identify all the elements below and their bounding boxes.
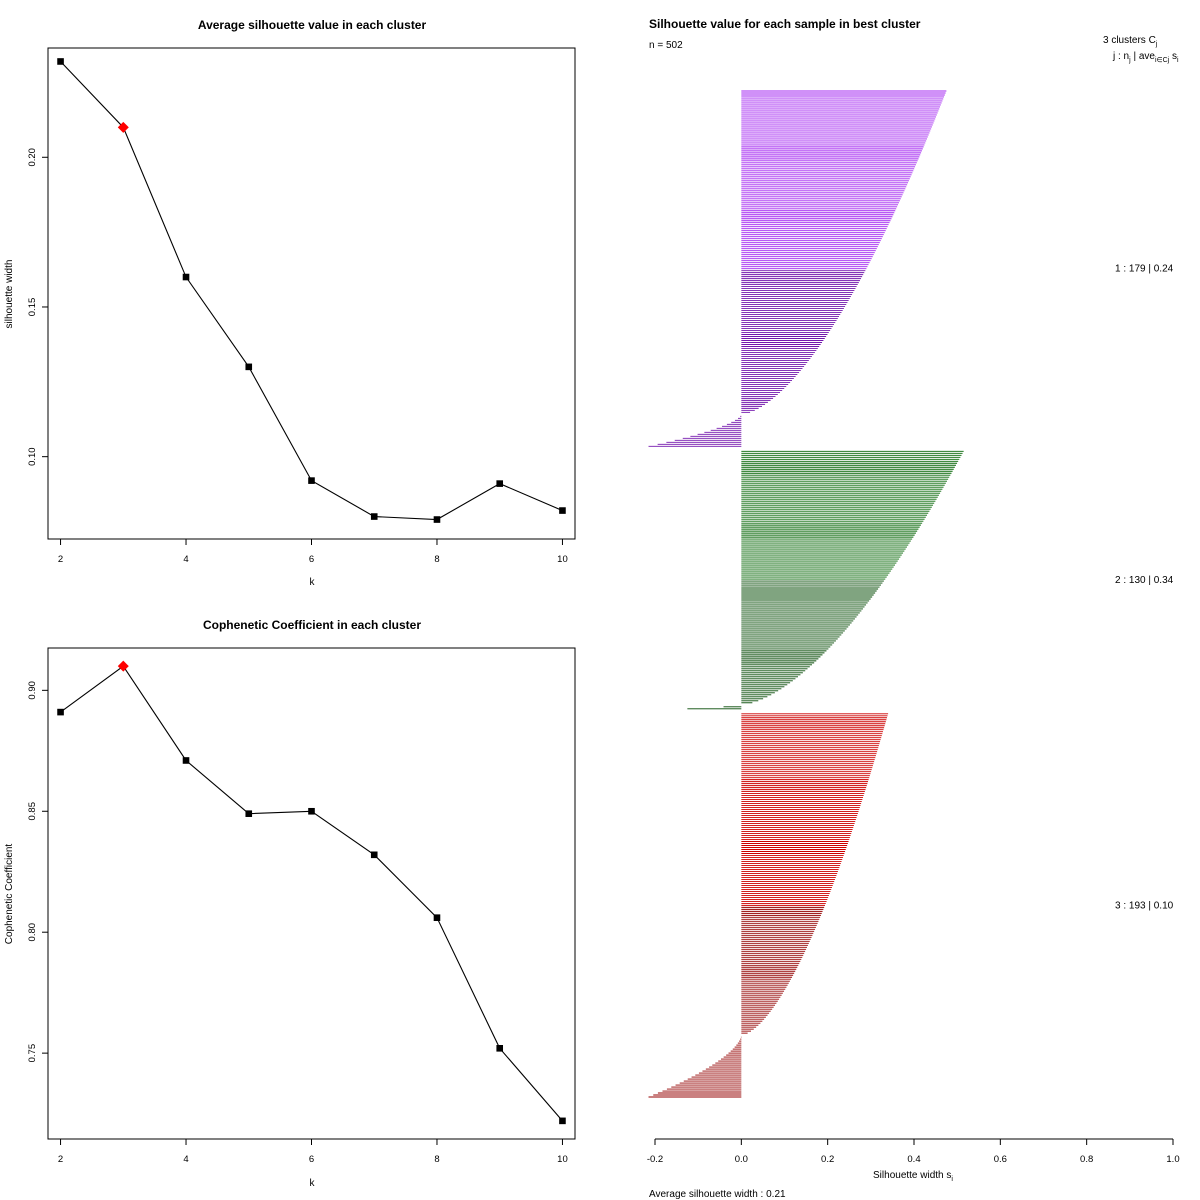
x-tick-label: 6 bbox=[309, 1154, 314, 1165]
y-axis-label: Cophenetic Coefficient bbox=[4, 844, 15, 945]
cluster-3-bars bbox=[648, 713, 889, 1098]
y-tick-label: 0.90 bbox=[27, 681, 38, 700]
best-k-point bbox=[117, 660, 129, 672]
data-point bbox=[182, 757, 190, 764]
data-point bbox=[433, 914, 441, 921]
x-tick-label: 0.6 bbox=[994, 1154, 1007, 1165]
data-point bbox=[57, 708, 64, 716]
cluster-header-columns: j : nj | avei∈Cj si bbox=[1112, 51, 1179, 64]
data-point bbox=[308, 807, 315, 815]
y-tick-label: 0.80 bbox=[27, 923, 38, 942]
x-axis-label: k bbox=[310, 1178, 316, 1189]
x-tick-label: 8 bbox=[434, 1154, 439, 1165]
x-tick-label: 8 bbox=[434, 554, 439, 565]
x-tick-label: 4 bbox=[183, 554, 188, 565]
y-tick-label: 0.10 bbox=[27, 447, 38, 466]
y-axis-label: silhouette width bbox=[4, 260, 15, 329]
data-point bbox=[370, 513, 378, 520]
plot-frame bbox=[47, 47, 576, 540]
data-point bbox=[245, 810, 253, 817]
x-tick-label: 10 bbox=[557, 554, 568, 565]
y-tick-label: 0.15 bbox=[27, 298, 38, 317]
x-tick-label: 2 bbox=[58, 554, 63, 565]
x-tick-label: 4 bbox=[183, 1154, 188, 1165]
chart-title: Average silhouette value in each cluster bbox=[198, 18, 427, 32]
best-k-point bbox=[117, 121, 129, 133]
cluster-2-label: 2 : 130 | 0.34 bbox=[1115, 575, 1174, 586]
x-tick-label: 0.4 bbox=[907, 1154, 920, 1165]
x-axis-label: Silhouette width si bbox=[873, 1170, 953, 1183]
y-tick-label: 0.20 bbox=[27, 148, 38, 167]
cluster-3-label: 3 : 193 | 0.10 bbox=[1115, 900, 1174, 911]
series-line bbox=[60, 61, 563, 521]
sample-count: n = 502 bbox=[649, 40, 683, 51]
average-silhouette-width: Average silhouette width : 0.21 bbox=[649, 1189, 786, 1200]
data-point bbox=[245, 363, 253, 371]
x-tick-label: 0.2 bbox=[821, 1154, 834, 1165]
data-point bbox=[496, 1044, 504, 1052]
cophenetic-line-chart: Cophenetic Coefficient in each cluster 2… bbox=[4, 618, 576, 1189]
x-tick-label: 6 bbox=[309, 554, 314, 565]
data-point bbox=[308, 477, 315, 484]
x-axis-label: k bbox=[310, 577, 316, 588]
cluster-2-bars bbox=[687, 450, 964, 710]
chart-title: Silhouette value for each sample in best… bbox=[649, 17, 921, 31]
y-tick-label: 0.75 bbox=[27, 1044, 38, 1063]
cluster-header: 3 clusters Cj bbox=[1103, 35, 1158, 48]
cluster-1-label: 1 : 179 | 0.24 bbox=[1115, 264, 1174, 275]
data-point bbox=[57, 58, 64, 65]
chart-title: Cophenetic Coefficient in each cluster bbox=[203, 618, 421, 632]
x-tick-label: 10 bbox=[557, 1154, 568, 1165]
x-tick-label: -0.2 bbox=[647, 1154, 663, 1165]
data-point bbox=[433, 516, 441, 523]
silhouette-line-chart: Average silhouette value in each cluster… bbox=[4, 18, 576, 588]
silhouette-bar-plot: Silhouette value for each sample in best… bbox=[647, 17, 1180, 1200]
cluster-1-bars bbox=[648, 90, 947, 447]
data-point bbox=[370, 851, 378, 859]
plot-frame bbox=[47, 647, 576, 1140]
x-tick-label: 2 bbox=[58, 1154, 63, 1165]
data-point bbox=[559, 1117, 566, 1125]
data-point bbox=[182, 273, 190, 281]
x-tick-label: 1.0 bbox=[1166, 1154, 1179, 1165]
data-point bbox=[559, 507, 566, 514]
series-line bbox=[60, 665, 563, 1122]
x-tick-label: 0.8 bbox=[1080, 1154, 1093, 1165]
data-point bbox=[496, 480, 504, 487]
y-tick-label: 0.85 bbox=[27, 802, 38, 821]
x-tick-label: 0.0 bbox=[735, 1154, 748, 1165]
